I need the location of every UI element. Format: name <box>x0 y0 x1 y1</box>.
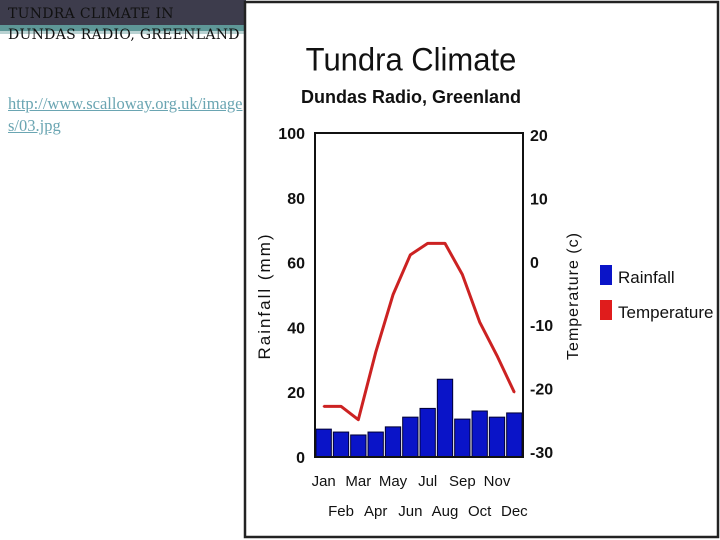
source-link[interactable]: http://www.scalloway.org.uk/images/03.jp… <box>8 94 243 135</box>
x-tick-label-nov: Nov <box>484 473 511 490</box>
rainfall-bar-jun <box>402 416 419 458</box>
x-tick-label-sep: Sep <box>449 473 476 490</box>
y-tick-label: 100 <box>278 126 305 143</box>
x-tick-label-may: May <box>379 473 408 490</box>
legend-swatch-temperature <box>600 300 612 320</box>
temperature-point-jun <box>409 253 412 256</box>
temperature-point-jul <box>426 242 429 245</box>
chart-subtitle: Dundas Radio, Greenland <box>301 87 521 107</box>
y2-tick-label: -30 <box>530 445 553 462</box>
temperature-line <box>323 241 516 422</box>
x-tick-label-aug: Aug <box>432 503 459 520</box>
x-tick-label-dec: Dec <box>501 503 528 520</box>
rainfall-bar-aug <box>436 378 454 458</box>
temperature-point-oct <box>478 321 481 324</box>
temperature-point-dec <box>513 391 516 394</box>
rainfall-bar-jan <box>315 428 332 458</box>
y-axis-label: Rainfall (mm) <box>255 232 274 359</box>
x-tick-label-mar: Mar <box>345 473 371 490</box>
y-tick-label: 0 <box>296 450 305 467</box>
y-tick-label: 20 <box>287 385 305 402</box>
rainfall-bar-may <box>384 426 402 458</box>
x-tick-label-jun: Jun <box>398 503 422 520</box>
rainfall-bar-jul <box>419 407 436 458</box>
x-tick-label-oct: Oct <box>468 503 492 520</box>
x-tick-label-feb: Feb <box>328 503 354 520</box>
rainfall-bar-nov <box>488 416 506 458</box>
chart-title: Tundra Climate <box>306 41 517 78</box>
legend-label-rainfall: Rainfall <box>618 268 675 287</box>
rainfall-bar-mar <box>350 434 367 458</box>
header-stripe-light <box>0 31 246 34</box>
y-tick-label: 80 <box>287 191 305 208</box>
rainfall-bar-oct <box>471 410 488 458</box>
temperature-point-aug <box>444 242 446 245</box>
y-tick-label: 40 <box>287 320 305 337</box>
temperature-point-sep <box>461 273 464 276</box>
temperature-point-may <box>392 293 394 296</box>
temperature-point-nov <box>496 354 498 357</box>
plot-frame <box>314 132 524 458</box>
y2-tick-label: -10 <box>530 318 553 335</box>
legend-label-temperature: Temperature <box>618 303 713 322</box>
temperature-point-apr <box>374 351 377 354</box>
y2-tick-label: 0 <box>530 255 539 272</box>
y-tick-label: 60 <box>287 256 305 273</box>
y2-tick-label: -20 <box>530 382 553 399</box>
rainfall-bar-apr <box>367 431 384 458</box>
header-band <box>0 0 246 25</box>
temperature-point-feb <box>340 405 342 408</box>
rainfall-bar-dec <box>506 412 523 458</box>
temperature-point-jan <box>322 405 325 408</box>
x-tick-label-apr: Apr <box>364 503 387 520</box>
slide-title: Tundra Climate in Dundas Radio, Greenlan… <box>8 6 240 43</box>
x-tick-label-jul: Jul <box>418 473 437 490</box>
header-stripe <box>0 25 246 31</box>
y2-axis-label: Temperature (c) <box>565 232 582 360</box>
rainfall-bar-sep <box>454 418 471 458</box>
x-tick-label-jan: Jan <box>312 473 336 490</box>
y2-tick-label: 10 <box>530 191 548 208</box>
rainfall-bar-feb <box>332 431 350 458</box>
temperature-point-mar <box>357 418 360 421</box>
y2-tick-label: 20 <box>530 128 548 145</box>
legend-swatch-rainfall <box>600 265 612 285</box>
